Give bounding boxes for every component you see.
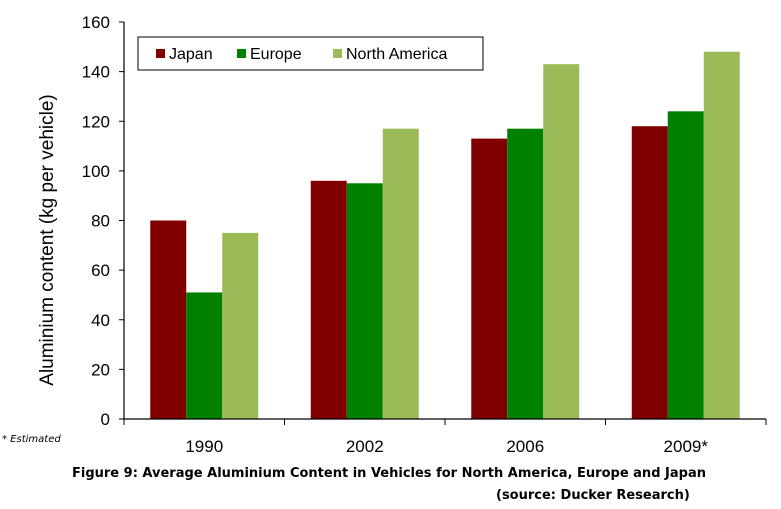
- y-tick-label: 60: [91, 261, 110, 280]
- y-tick-label: 40: [91, 311, 110, 330]
- y-tick-label: 80: [91, 212, 110, 231]
- y-tick-label: 140: [82, 63, 110, 82]
- x-tick-label: 2009*: [664, 437, 709, 456]
- bar-japan-2002: [310, 180, 347, 419]
- bar-europe-1990: [186, 292, 223, 419]
- bar-europe-2009: [667, 111, 704, 419]
- legend-swatch-north-america: [333, 49, 342, 58]
- x-ticks-group: 1990 2002 2006 2009*: [123, 419, 767, 456]
- y-tick-label: 0: [101, 410, 110, 429]
- y-ticks-group: 0 20 40 60 80 100 120 140 160: [82, 13, 124, 429]
- legend: Japan Europe North America: [137, 36, 484, 71]
- x-tick-label: 2006: [506, 437, 544, 456]
- bar-europe-2002: [346, 183, 383, 419]
- legend-swatch-europe: [237, 49, 246, 58]
- bar-north-america-2009: [703, 51, 740, 420]
- x-tick-label: 2002: [346, 437, 384, 456]
- bar-japan-1990: [150, 220, 187, 419]
- x-tick-label: 1990: [185, 437, 223, 456]
- source-note: (source: Ducker Research): [496, 488, 690, 503]
- legend-label-north-america: North America: [346, 46, 447, 63]
- bar-japan-2006: [471, 138, 508, 419]
- bar-europe-2006: [507, 128, 544, 419]
- bars-group: [150, 51, 740, 420]
- legend-label-europe: Europe: [250, 46, 302, 63]
- y-tick-label: 100: [82, 162, 110, 181]
- y-tick-label: 160: [82, 13, 110, 32]
- y-tick-label: 20: [91, 360, 110, 379]
- y-tick-label: 120: [82, 112, 110, 131]
- legend-label-japan: Japan: [169, 46, 213, 63]
- bar-north-america-2006: [543, 64, 580, 420]
- bar-north-america-2002: [382, 128, 419, 419]
- legend-box: [137, 36, 484, 71]
- footnote: * Estimated: [2, 434, 61, 445]
- legend-swatch-japan: [156, 49, 165, 58]
- y-axis-label: Aluminium content (kg per vehicle): [37, 94, 58, 385]
- figure-caption: Figure 9: Average Aluminium Content in V…: [72, 466, 706, 481]
- bar-japan-2009: [631, 126, 668, 420]
- bar-north-america-1990: [222, 232, 259, 419]
